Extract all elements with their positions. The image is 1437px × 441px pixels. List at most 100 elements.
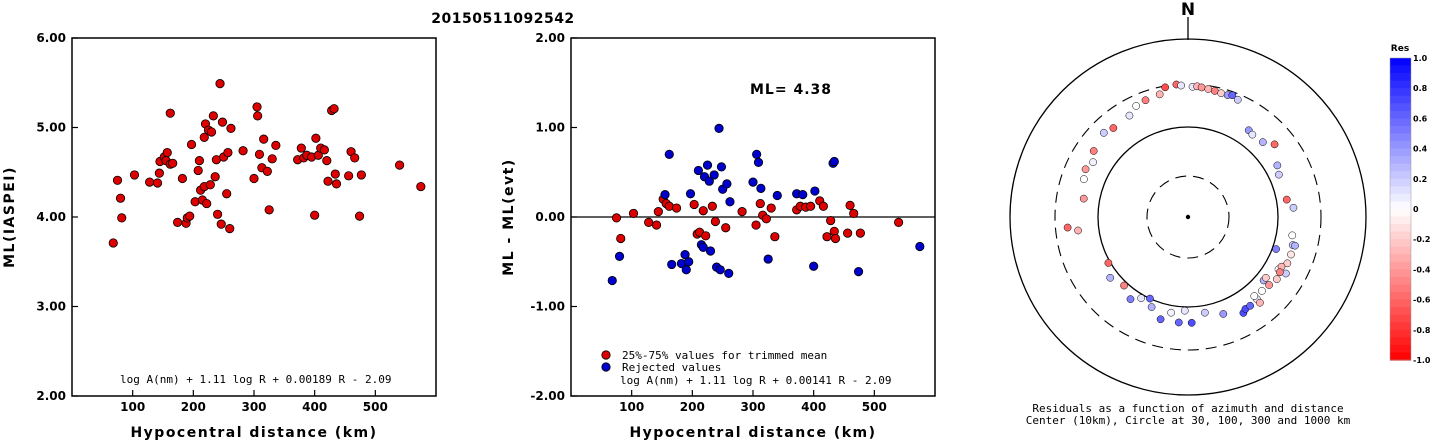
station-residual-point [1261,273,1270,282]
left-xtick-label: 500 [363,400,388,414]
left-data-point [322,156,332,166]
colorbar-segment [1390,344,1411,354]
station-residual-point [1210,87,1219,95]
middle-point-rejected [724,268,734,278]
colorbar-segment [1390,141,1411,150]
middle-xlabel: Hypocentral distance (km) [629,425,876,441]
left-data-point [168,158,178,168]
figure-title: 20150511092542 [431,11,574,27]
colorbar-segment [1390,65,1411,74]
middle-point-rejected [705,246,716,256]
left-data-point [225,224,235,234]
colorbar-segment [1390,133,1411,142]
polar-caption-1: Residuals as a function of azimuth and d… [1032,402,1343,415]
station-residual-point [1272,275,1281,284]
left-data-point [129,170,140,180]
station-residual-point [1273,161,1282,170]
north-label: N [1181,0,1195,20]
station-residual-point [1089,147,1098,155]
middle-xtick-label: 200 [680,400,705,414]
colorbar-segment [1390,58,1411,67]
colorbar-tick-label: -0.4 [1413,265,1431,274]
middle-point-rejected [667,259,677,270]
left-ytick-label: 4.00 [36,210,66,224]
station-residual-point [1180,306,1189,315]
left-data-point [254,149,265,159]
left-data-point [354,211,365,221]
colorbar-frame [1389,57,1412,361]
middle-point-rejected [725,197,735,207]
left-data-point [296,143,306,153]
left-data-point [259,134,269,144]
station-residual-point [1246,301,1255,310]
middle-point-rejected [772,190,782,201]
left-xtick-label: 200 [181,400,206,414]
left-data-point [323,176,333,186]
middle-point-rejected [714,123,724,133]
center-point [1185,214,1191,220]
left-ticks: 100 200 300 400 500 2.00 3.00 4.00 5.00 6.00 [36,31,387,414]
left-xtick-label: 300 [241,400,266,414]
station-residual-point [1272,245,1280,253]
colorbar-segment [1390,292,1411,301]
left-data-point [152,178,163,188]
colorbar-segment [1390,284,1411,293]
left-data-point [222,189,232,199]
middle-point-trimmed [628,208,639,219]
middle-xtick-label: 500 [862,400,887,414]
station-residual-point [1201,308,1209,317]
station-residual-point [1283,259,1292,268]
middle-point-rejected [664,149,674,159]
middle-point-trimmed [822,232,832,242]
left-xlabel: Hypocentral distance (km) [130,425,377,441]
middle-point-rejected [685,189,696,199]
colorbar-tick-label: -0.8 [1413,326,1431,335]
left-formula: log A(nm) + 1.11 log R + 0.00189 R - 2.0… [120,373,392,386]
middle-point-trimmed [818,201,828,211]
left-data-point [223,147,233,158]
colorbar-segment [1390,246,1411,255]
colorbar-segment [1390,186,1411,195]
middle-point-rejected [614,251,625,261]
colorbar-tick-label: 0 [1413,205,1419,214]
colorbar-segment [1390,163,1411,172]
middle-point-trimmed [893,217,904,227]
colorbar-tick-label: 0.2 [1413,175,1427,184]
left-data-point [177,173,188,184]
colorbar-segment [1390,337,1411,346]
colorbar-segment [1390,261,1411,270]
station-residual-point [1081,165,1090,174]
colorbar-segment [1390,103,1411,112]
colorbar-segment [1390,322,1411,331]
left-data-point [329,104,339,114]
station-residual-point [1265,281,1273,289]
colorbar-segment [1390,148,1411,157]
station-residual-point [1167,308,1175,317]
colorbar-segment [1390,125,1411,135]
station-residual-point [1177,81,1185,90]
left-data-point [249,173,259,184]
station-residual-point [1197,83,1206,92]
middle-point-rejected [756,183,766,193]
ring-1000km [1009,38,1367,396]
middle-point-trimmed [766,203,776,213]
legend-red-label: 25%-75% values for trimmed mean [622,349,827,362]
middle-ytick-label: 1.00 [535,121,565,135]
left-data-point [215,79,225,89]
middle-point-rejected [722,179,732,189]
ml-value-label: ML= 4.38 [750,82,832,98]
station-residual-point [1125,111,1134,120]
left-data-point [262,166,272,176]
colorbar-segment [1390,201,1411,210]
left-data-point [194,156,204,166]
station-residual-point [1288,231,1297,240]
middle-ylabel: ML - ML(evt) [501,158,517,275]
middle-point-rejected [680,249,690,260]
station-residual-point [1106,273,1115,282]
station-residual-point [1228,91,1237,100]
colorbar-segment [1390,352,1411,361]
middle-point-rejected [704,176,714,186]
ring-100km [1097,126,1279,308]
middle-point-rejected [915,241,925,252]
middle-point-rejected [753,157,764,168]
